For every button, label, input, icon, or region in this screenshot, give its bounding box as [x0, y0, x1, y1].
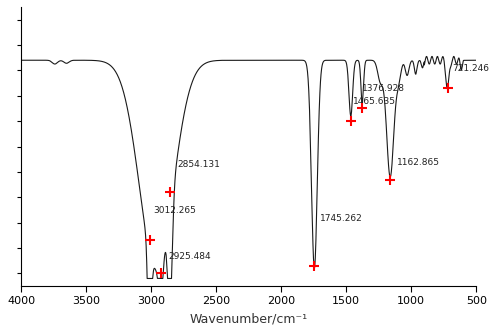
Text: 2925.484: 2925.484 [168, 252, 210, 261]
Text: 3012.265: 3012.265 [154, 206, 196, 215]
Text: 721.246: 721.246 [452, 64, 490, 73]
Text: 1376.928: 1376.928 [362, 84, 405, 93]
Text: 1162.865: 1162.865 [398, 158, 440, 167]
Text: 2854.131: 2854.131 [177, 160, 220, 169]
X-axis label: Wavenumber/cm⁻¹: Wavenumber/cm⁻¹ [190, 312, 308, 325]
Text: 1745.262: 1745.262 [320, 214, 362, 223]
Text: 1465.635: 1465.635 [354, 97, 397, 106]
